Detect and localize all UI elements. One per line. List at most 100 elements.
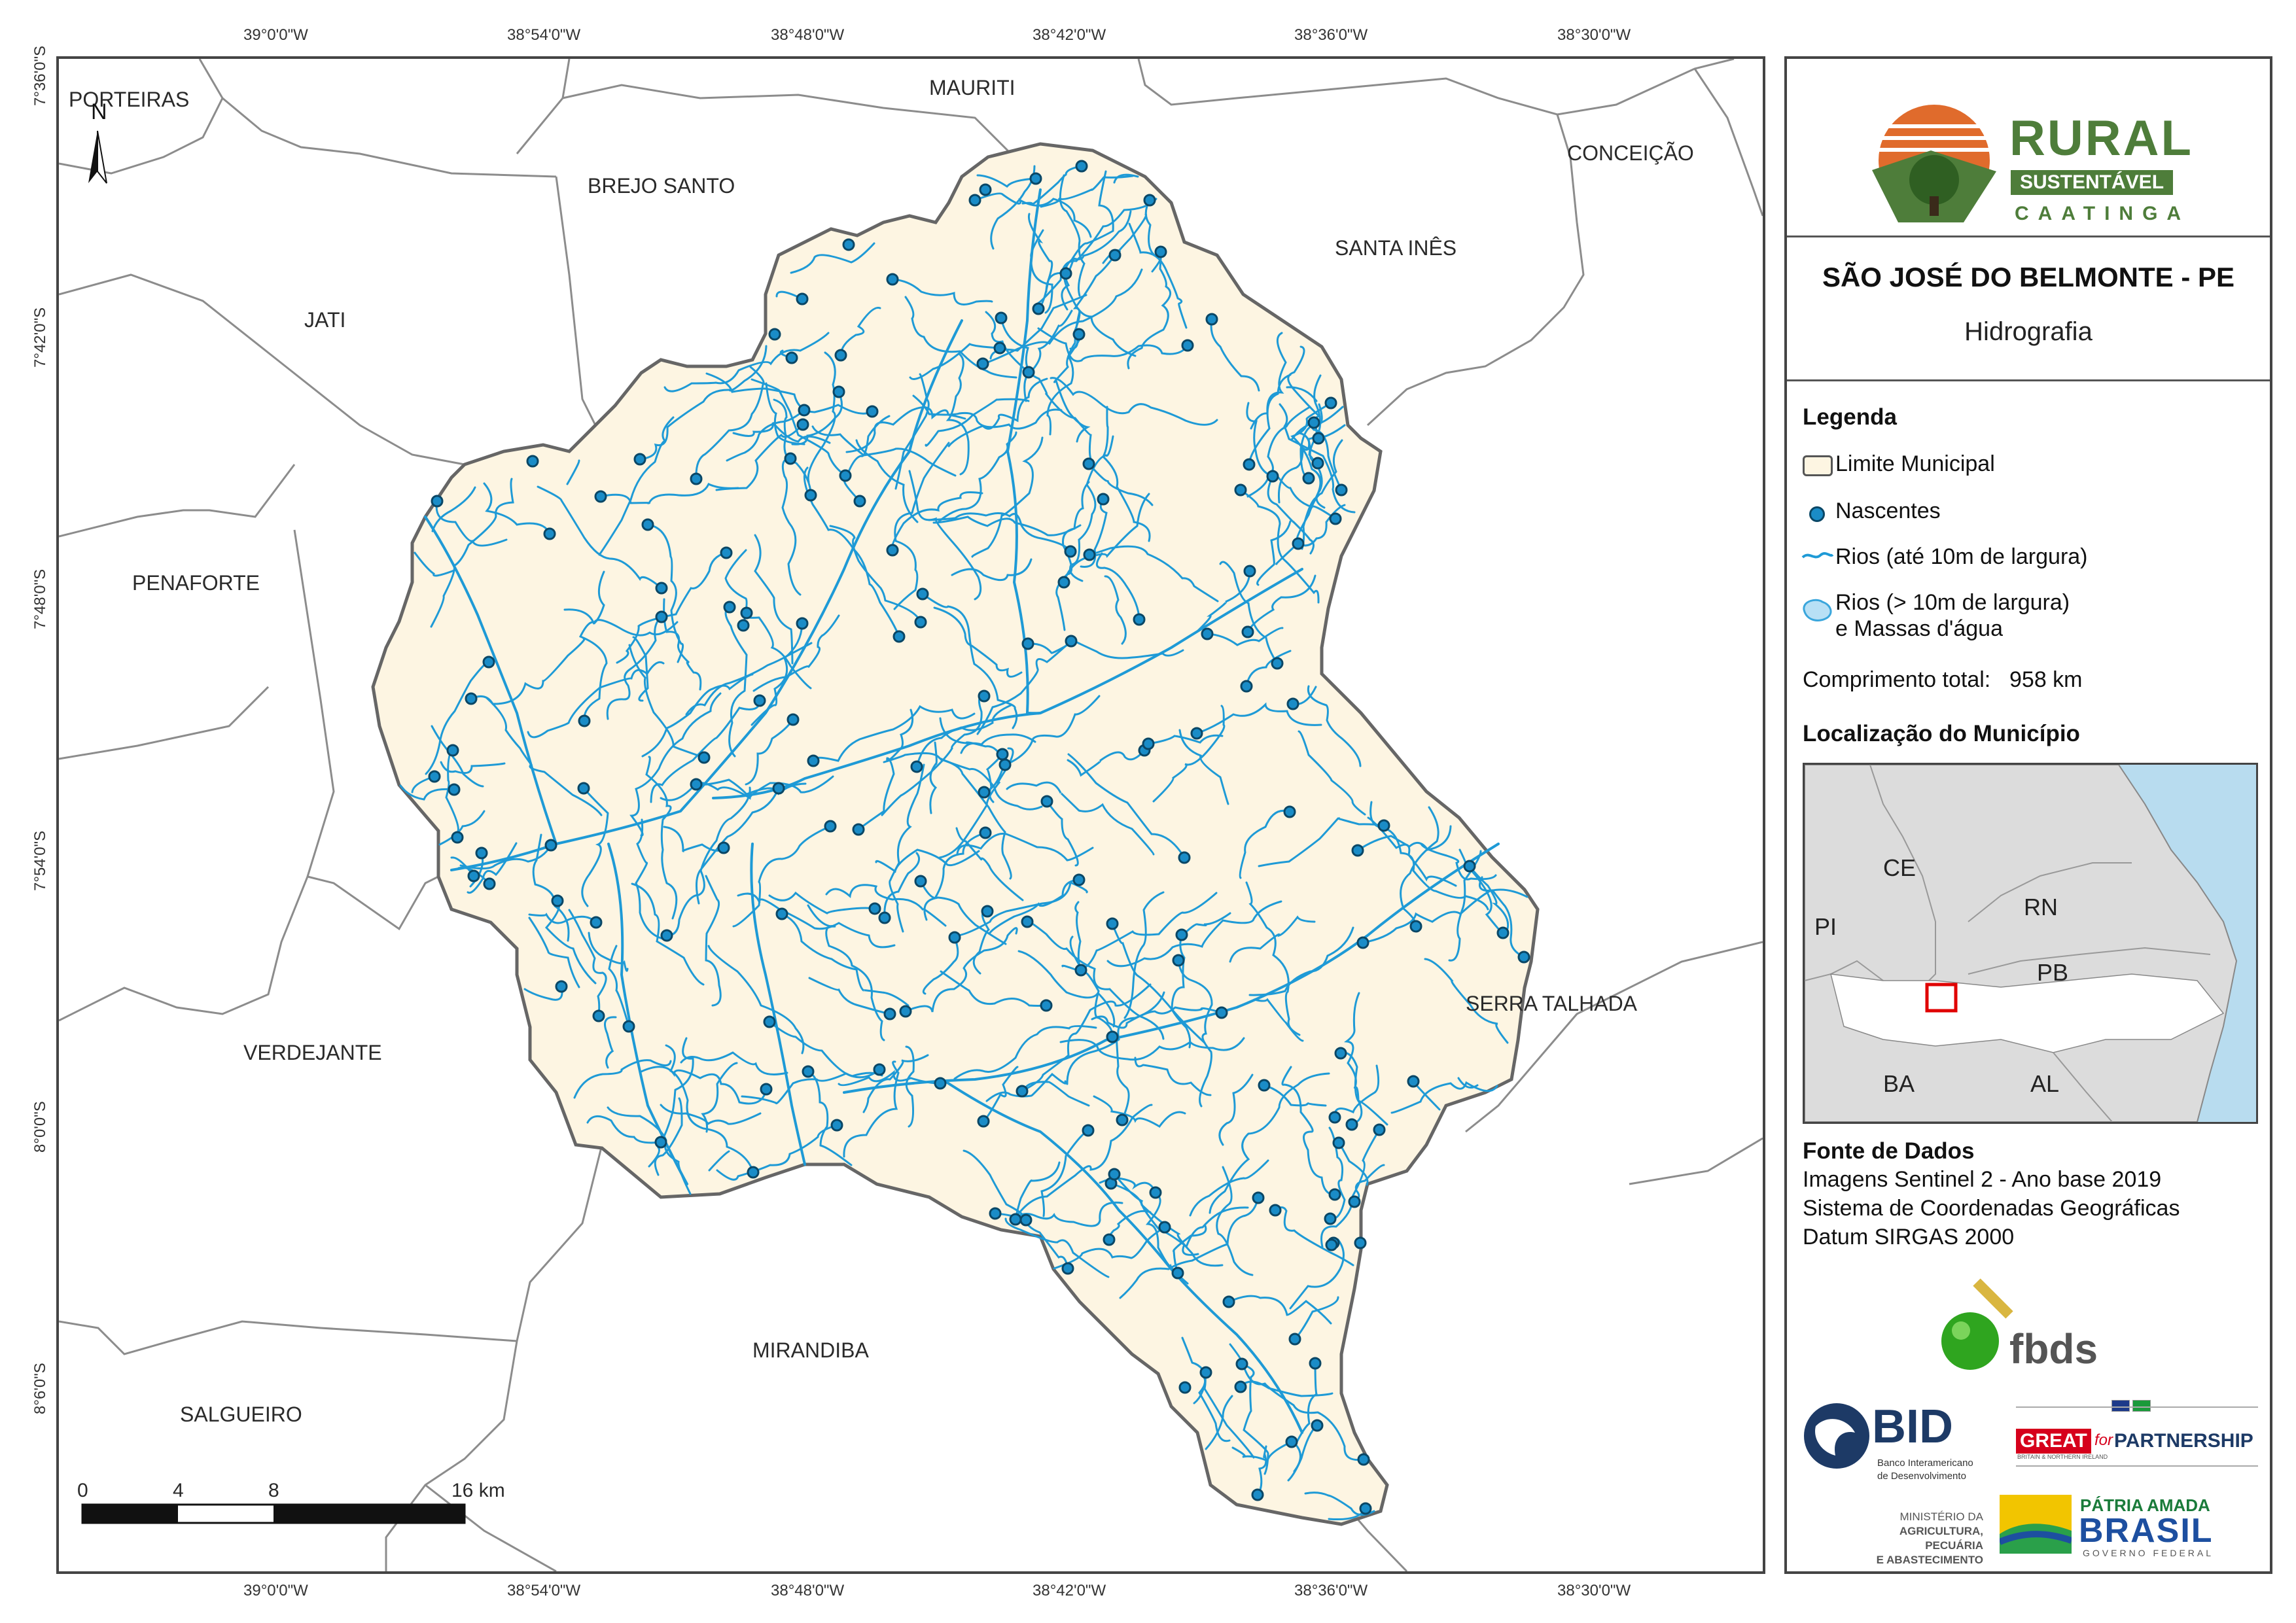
map-title: SÃO JOSÉ DO BELMONTE - PE — [1822, 262, 2235, 292]
river-line — [1263, 1084, 1327, 1107]
map-canvas[interactable]: PORTEIRAS MAURITI CONCEIÇÃO BREJO SANTO … — [59, 59, 1763, 1571]
lon-label-top: 39°0'0"W — [243, 26, 308, 44]
spring-point — [1222, 1295, 1235, 1308]
river-line — [1145, 1195, 1189, 1285]
river-swatch-icon — [1801, 552, 1834, 559]
spring-point — [1175, 928, 1188, 941]
river-line — [663, 826, 725, 852]
spring-point — [1016, 1085, 1029, 1098]
svg-text:BA: BA — [1883, 1070, 1915, 1097]
river-line — [1088, 545, 1219, 602]
river-line — [1177, 959, 1213, 1108]
river-line — [523, 985, 563, 1001]
river-line — [1152, 705, 1226, 803]
river-line — [1290, 402, 1332, 550]
spring-point — [910, 760, 923, 773]
river-line — [1210, 318, 1260, 392]
river-line — [951, 558, 1033, 582]
spring-point — [1377, 819, 1390, 832]
river-line — [641, 673, 754, 758]
river-line — [1053, 310, 1091, 443]
spring-point — [1407, 1075, 1420, 1088]
river-line — [705, 372, 874, 415]
river-line — [632, 636, 649, 702]
river-line — [883, 752, 1043, 811]
spring-point — [786, 713, 800, 726]
river-line — [414, 551, 455, 577]
river-line — [741, 1068, 881, 1105]
svg-text:PI: PI — [1814, 913, 1837, 940]
svg-text:CE: CE — [1883, 854, 1916, 881]
river-line — [1023, 1081, 1090, 1107]
spring-point — [1009, 1213, 1022, 1226]
fbds-logo-text: fbds — [2009, 1325, 2098, 1372]
river-line — [712, 568, 1303, 799]
brasil-text: BRASIL — [2079, 1512, 2214, 1550]
river-line — [1127, 250, 1171, 370]
spring-point — [1181, 339, 1194, 352]
spring-point — [482, 655, 495, 669]
lon-label-bottom: 38°36'0"W — [1294, 1582, 1368, 1599]
location-inset-map[interactable]: CE RN PI PB BA AL — [1803, 763, 2258, 1124]
spring-point — [804, 489, 817, 502]
spring-point — [873, 1063, 886, 1076]
spring-point — [475, 846, 488, 860]
river-line — [1281, 1066, 1336, 1196]
river-line — [578, 570, 608, 722]
river-line — [563, 608, 679, 637]
river-line — [629, 692, 722, 837]
great-for-text: for — [2094, 1431, 2113, 1449]
river-line — [1246, 574, 1316, 633]
river-line — [808, 977, 891, 1015]
river-line — [581, 787, 609, 907]
spring-point — [1072, 873, 1086, 886]
spring-point — [654, 1136, 667, 1149]
river-line — [1250, 332, 1287, 430]
spring-point — [1252, 1191, 1265, 1204]
spring-point — [1106, 917, 1119, 930]
governo-text: GOVERNO FEDERAL — [2083, 1548, 2214, 1558]
spring-point — [1205, 313, 1218, 326]
river-line — [790, 242, 875, 274]
spring-point — [853, 495, 866, 508]
lon-label-top: 38°36'0"W — [1294, 26, 1368, 44]
legend-heading: Legenda — [1803, 404, 1897, 430]
north-arrow-icon: N — [88, 99, 107, 184]
river-line — [532, 833, 570, 942]
side-panel: RURAL SUSTENTÁVEL CAATINGA SÃO JOSÉ DO B… — [1784, 56, 2272, 1574]
spring-point — [977, 1115, 990, 1128]
spring-point — [768, 328, 781, 341]
spring-point — [1021, 915, 1034, 928]
river-line — [528, 913, 597, 924]
river-line — [608, 945, 630, 1028]
river-line — [1069, 935, 1114, 1038]
rural-logo: RURAL SUSTENTÁVEL CAATINGA — [1859, 98, 2212, 249]
neighbor-label: JATI — [304, 308, 345, 332]
neighbor-label: VERDEJANTE — [243, 1041, 382, 1064]
spring-point — [1178, 851, 1191, 864]
river-line — [1248, 926, 1354, 996]
spring-point — [1324, 396, 1337, 410]
bid-logo-text: BID — [1872, 1401, 1953, 1453]
spring-point — [842, 238, 855, 251]
spring-point — [1234, 1380, 1247, 1393]
spring-point — [1154, 245, 1167, 258]
spring-point — [1302, 472, 1315, 485]
river-line — [940, 970, 1048, 1007]
spring-point — [1243, 565, 1256, 578]
river-line — [1074, 901, 1082, 971]
spring-point — [592, 1009, 605, 1022]
river-line — [1227, 1295, 1332, 1325]
river-line — [680, 1051, 788, 1075]
spring-point — [1334, 1047, 1347, 1060]
spring-point — [1097, 493, 1110, 506]
spring-point — [883, 1007, 896, 1021]
spring-point — [981, 905, 994, 918]
river-line — [1293, 1362, 1318, 1473]
spring-point — [1082, 1124, 1095, 1137]
spring-point — [1106, 1030, 1119, 1043]
spring-point — [740, 606, 753, 620]
spring-point — [978, 689, 991, 703]
river-line — [773, 398, 812, 497]
logo-caatinga-text: CAATINGA — [2015, 203, 2191, 224]
